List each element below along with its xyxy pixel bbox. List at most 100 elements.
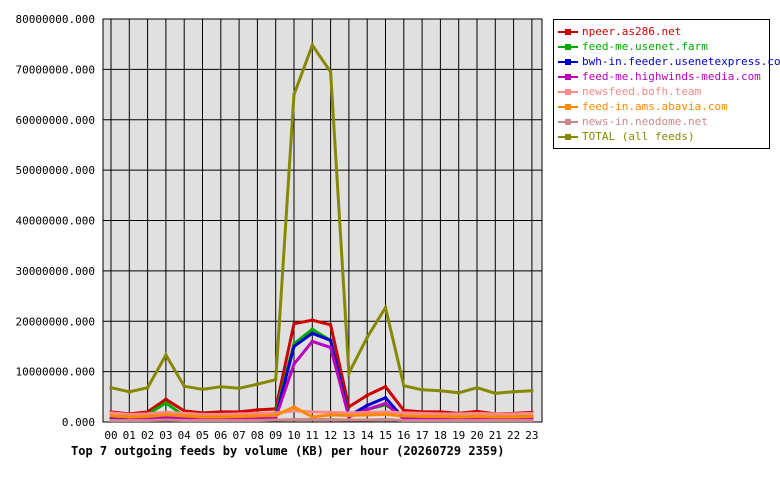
legend-marker <box>565 119 571 125</box>
data-point <box>329 70 333 74</box>
data-point <box>365 413 369 417</box>
data-point <box>164 401 168 405</box>
x-tick-label: 10 <box>287 429 300 442</box>
data-point <box>329 417 333 421</box>
y-tick-label: 50000000.000 <box>16 164 95 177</box>
data-point <box>365 418 369 422</box>
data-point <box>329 345 333 349</box>
data-point <box>164 413 168 417</box>
data-point <box>146 418 150 422</box>
x-tick-label: 22 <box>507 429 520 442</box>
data-point <box>237 418 241 422</box>
data-point <box>164 410 168 414</box>
data-point <box>402 408 406 412</box>
data-point <box>365 393 369 397</box>
data-point <box>182 411 186 415</box>
series-4 <box>109 409 534 416</box>
data-point <box>127 418 131 422</box>
data-point <box>329 338 333 342</box>
series-line <box>110 41 532 395</box>
data-point <box>255 408 259 412</box>
data-point <box>420 418 424 422</box>
series-line <box>110 409 532 416</box>
y-tick-label: 0.000 <box>62 416 95 429</box>
data-point <box>347 418 351 422</box>
data-point <box>310 43 314 47</box>
data-point <box>384 412 387 416</box>
data-point <box>329 323 333 327</box>
data-point <box>182 414 186 418</box>
legend-marker <box>565 134 571 140</box>
data-point <box>255 382 259 386</box>
data-point <box>365 410 369 414</box>
data-point <box>512 418 516 422</box>
data-point <box>237 417 241 421</box>
data-point <box>438 410 442 414</box>
data-point <box>146 412 150 416</box>
x-tick-label: 17 <box>415 429 428 442</box>
data-point <box>127 390 131 394</box>
x-tick-label: 12 <box>324 429 337 442</box>
data-point <box>274 415 278 419</box>
data-point <box>310 417 314 421</box>
data-point <box>438 418 442 422</box>
legend-marker <box>565 89 571 95</box>
series-line <box>111 417 532 422</box>
x-tick-label: 03 <box>159 429 172 442</box>
x-tick-label: 13 <box>342 429 355 442</box>
x-axis-tick-labels: 00 01 02 03 04 05 06 07 08 09 10 11 12 13 14 15 16 17 18 19… <box>104 429 538 442</box>
data-point <box>438 389 442 393</box>
data-point <box>292 342 296 346</box>
data-point <box>347 371 351 375</box>
data-point <box>457 412 461 416</box>
x-tick-label: 02 <box>141 429 154 442</box>
data-point <box>201 412 204 416</box>
data-point <box>402 411 406 415</box>
data-point <box>493 418 497 422</box>
data-point <box>493 415 497 419</box>
legend-marker <box>565 44 571 50</box>
data-point <box>255 416 259 420</box>
data-point <box>420 414 424 418</box>
x-tick-label: 21 <box>489 429 502 442</box>
data-point <box>512 390 516 394</box>
data-point <box>146 386 150 390</box>
data-point <box>219 410 223 414</box>
series-5 <box>109 405 534 419</box>
data-point <box>402 417 406 421</box>
data-point <box>146 410 150 414</box>
y-tick-label: 70000000.000 <box>16 63 95 76</box>
data-point <box>274 418 278 422</box>
data-point <box>347 411 351 415</box>
data-point <box>274 378 278 382</box>
data-point <box>475 418 479 422</box>
data-point <box>109 414 113 418</box>
data-point <box>219 418 223 422</box>
series-lines <box>109 41 534 422</box>
data-point <box>475 386 479 390</box>
data-point <box>237 414 241 418</box>
y-axis-tick-labels: 0.000 10000000.000 20000000.000 30000000.00… <box>16 13 95 429</box>
x-tick-label: 11 <box>306 429 319 442</box>
y-tick-label: 40000000.000 <box>16 215 95 228</box>
legend-marker <box>565 59 571 65</box>
data-point <box>292 344 296 348</box>
x-tick-label: 19 <box>452 429 465 442</box>
data-point <box>127 412 131 416</box>
legend-label: TOTAL (all feeds) <box>582 130 695 143</box>
data-point <box>146 414 150 418</box>
data-point <box>237 410 241 414</box>
data-point <box>402 414 406 418</box>
data-point <box>384 410 387 414</box>
data-point <box>292 93 296 97</box>
data-point <box>164 353 168 357</box>
data-point <box>127 415 131 419</box>
data-point <box>475 409 479 413</box>
x-tick-label: 05 <box>196 429 209 442</box>
data-point <box>530 389 534 393</box>
data-point <box>292 409 296 413</box>
legend-marker <box>565 74 571 80</box>
data-point <box>182 418 186 422</box>
legend-label: bwh-in.feeder.usenetexpress.com <box>582 55 780 68</box>
